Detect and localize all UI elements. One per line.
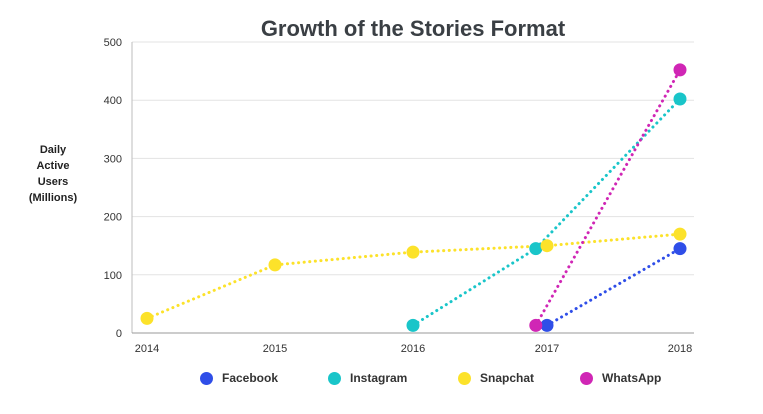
legend-marker-whatsapp [580, 371, 593, 385]
data-point-instagram [673, 92, 687, 106]
y-axis-label: Daily Active Users (Millions) [18, 142, 88, 206]
x-tick-label: 2017 [535, 343, 559, 355]
y-tick-label: 400 [104, 95, 122, 107]
y-axis-label-line: (Millions) [28, 192, 78, 204]
axes [131, 42, 694, 334]
x-tick-labels: 2014 2015 2016 2017 2018 [135, 343, 692, 355]
data-point-snapchat [673, 227, 687, 241]
x-tick-label: 2015 [263, 343, 287, 355]
series-line-whatsapp [534, 68, 682, 327]
data-point-facebook [673, 242, 687, 256]
series-lines [145, 68, 682, 327]
legend-label: WhatsApp [602, 371, 662, 385]
data-point-instagram [406, 318, 420, 332]
chart-title: Growth of the Stories Format [260, 16, 566, 41]
y-tick-label: 500 [104, 37, 122, 49]
legend-item-facebook[interactable]: Facebook [200, 366, 278, 390]
x-tick-label: 2016 [401, 343, 425, 355]
y-axis-label-line: Daily [39, 144, 67, 156]
data-point-snapchat [140, 311, 154, 325]
y-tick-label: 300 [104, 153, 122, 165]
data-point-facebook [540, 318, 554, 332]
series-line-facebook [545, 247, 682, 327]
legend-item-snapchat[interactable]: Snapchat [458, 366, 534, 390]
legend-marker-instagram [328, 371, 341, 385]
data-point-whatsapp [673, 63, 687, 77]
data-point-whatsapp [529, 318, 543, 332]
x-tick-label: 2014 [135, 343, 159, 355]
y-tick-label: 200 [104, 212, 122, 224]
gridlines [132, 41, 694, 276]
series-line-instagram [411, 97, 682, 327]
legend-item-instagram[interactable]: Instagram [328, 366, 407, 390]
legend: Facebook Instagram Snapchat WhatsApp [0, 366, 763, 390]
data-point-instagram [529, 242, 543, 256]
legend-label: Snapchat [480, 371, 535, 385]
y-axis-label-line: Users [37, 176, 69, 188]
data-point-snapchat [268, 258, 282, 272]
y-tick-label: 100 [104, 270, 122, 282]
legend-item-whatsapp[interactable]: WhatsApp [580, 366, 661, 390]
legend-label: Instagram [350, 371, 408, 385]
y-tick-label: 0 [116, 328, 122, 340]
data-point-snapchat [406, 245, 420, 259]
legend-marker-facebook [200, 371, 213, 385]
series-points [140, 63, 687, 332]
data-point-snapchat [540, 239, 554, 253]
legend-marker-snapchat [458, 371, 471, 385]
y-tick-labels: 0 100 200 300 400 500 [104, 37, 122, 340]
legend-label: Facebook [222, 371, 279, 385]
y-axis-label-line: Active [36, 160, 70, 172]
x-tick-label: 2018 [668, 343, 692, 355]
